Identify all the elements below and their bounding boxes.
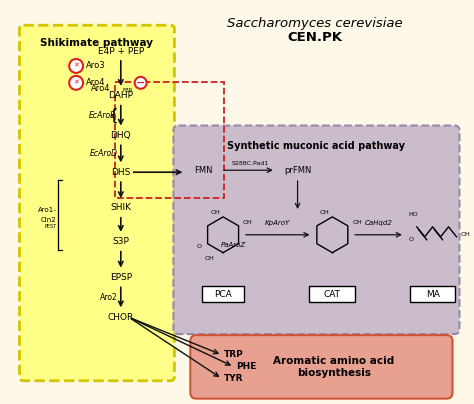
Text: SHIK: SHIK (110, 204, 131, 213)
Text: prFMN: prFMN (284, 166, 311, 175)
Text: OH: OH (352, 220, 362, 225)
Text: −: − (135, 76, 146, 90)
Text: FMN: FMN (194, 166, 212, 175)
Circle shape (69, 76, 83, 90)
Text: ✕: ✕ (73, 80, 79, 86)
Text: HO: HO (408, 213, 418, 217)
Text: S288C.Pad1: S288C.Pad1 (232, 161, 269, 166)
Text: EcAroD: EcAroD (90, 149, 118, 158)
Text: OH: OH (243, 220, 253, 225)
Text: Aromatic amino acid
biosynthesis: Aromatic amino acid biosynthesis (273, 356, 394, 378)
FancyBboxPatch shape (410, 286, 456, 302)
Text: PaAroZ: PaAroZ (221, 242, 246, 248)
Text: TRP: TRP (224, 350, 244, 360)
FancyBboxPatch shape (173, 126, 459, 334)
Text: CHOR: CHOR (108, 313, 134, 322)
Text: ✕: ✕ (73, 63, 79, 69)
Text: OH: OH (460, 232, 470, 237)
Text: PEST: PEST (44, 224, 56, 229)
FancyBboxPatch shape (191, 335, 453, 399)
Text: Cln2: Cln2 (41, 217, 56, 223)
Text: E4P + PEP: E4P + PEP (98, 46, 144, 55)
FancyBboxPatch shape (310, 286, 355, 302)
Text: PHE: PHE (236, 362, 256, 371)
Text: OH: OH (204, 256, 214, 261)
Text: Aro3: Aro3 (86, 61, 106, 70)
Text: CEN.PK: CEN.PK (287, 31, 342, 44)
Text: CaHqd2: CaHqd2 (365, 220, 392, 226)
Text: Synthetic muconic acid pathway: Synthetic muconic acid pathway (228, 141, 405, 152)
Text: DHQ: DHQ (110, 131, 131, 140)
Text: O: O (408, 237, 413, 242)
FancyBboxPatch shape (19, 25, 174, 381)
Text: Aro1-: Aro1- (37, 207, 56, 213)
Text: Aro4: Aro4 (91, 84, 111, 93)
Text: KpAroY: KpAroY (265, 220, 291, 226)
Text: S3P: S3P (112, 237, 129, 246)
FancyBboxPatch shape (202, 286, 244, 302)
Text: Saccharomyces cerevisiae: Saccharomyces cerevisiae (227, 17, 402, 30)
Text: Shikimate pathway: Shikimate pathway (40, 38, 154, 48)
Text: EPSP: EPSP (110, 273, 132, 282)
Text: MA: MA (426, 290, 439, 299)
Text: {: { (108, 108, 118, 123)
Text: OH: OH (319, 210, 329, 215)
Text: DAHP: DAHP (108, 91, 133, 100)
Text: OH: OH (210, 210, 220, 215)
Text: Aro4: Aro4 (86, 78, 106, 87)
Text: −: − (136, 78, 146, 88)
Text: CAT: CAT (324, 290, 341, 299)
Circle shape (135, 77, 146, 89)
Text: PCA: PCA (214, 290, 232, 299)
Text: O: O (196, 244, 201, 249)
Circle shape (69, 59, 83, 73)
Text: FBR: FBR (123, 88, 133, 93)
Text: TYR: TYR (224, 374, 244, 383)
Text: Aro2: Aro2 (100, 293, 118, 302)
Text: EcAroB: EcAroB (89, 111, 116, 120)
Text: DHS: DHS (111, 168, 130, 177)
